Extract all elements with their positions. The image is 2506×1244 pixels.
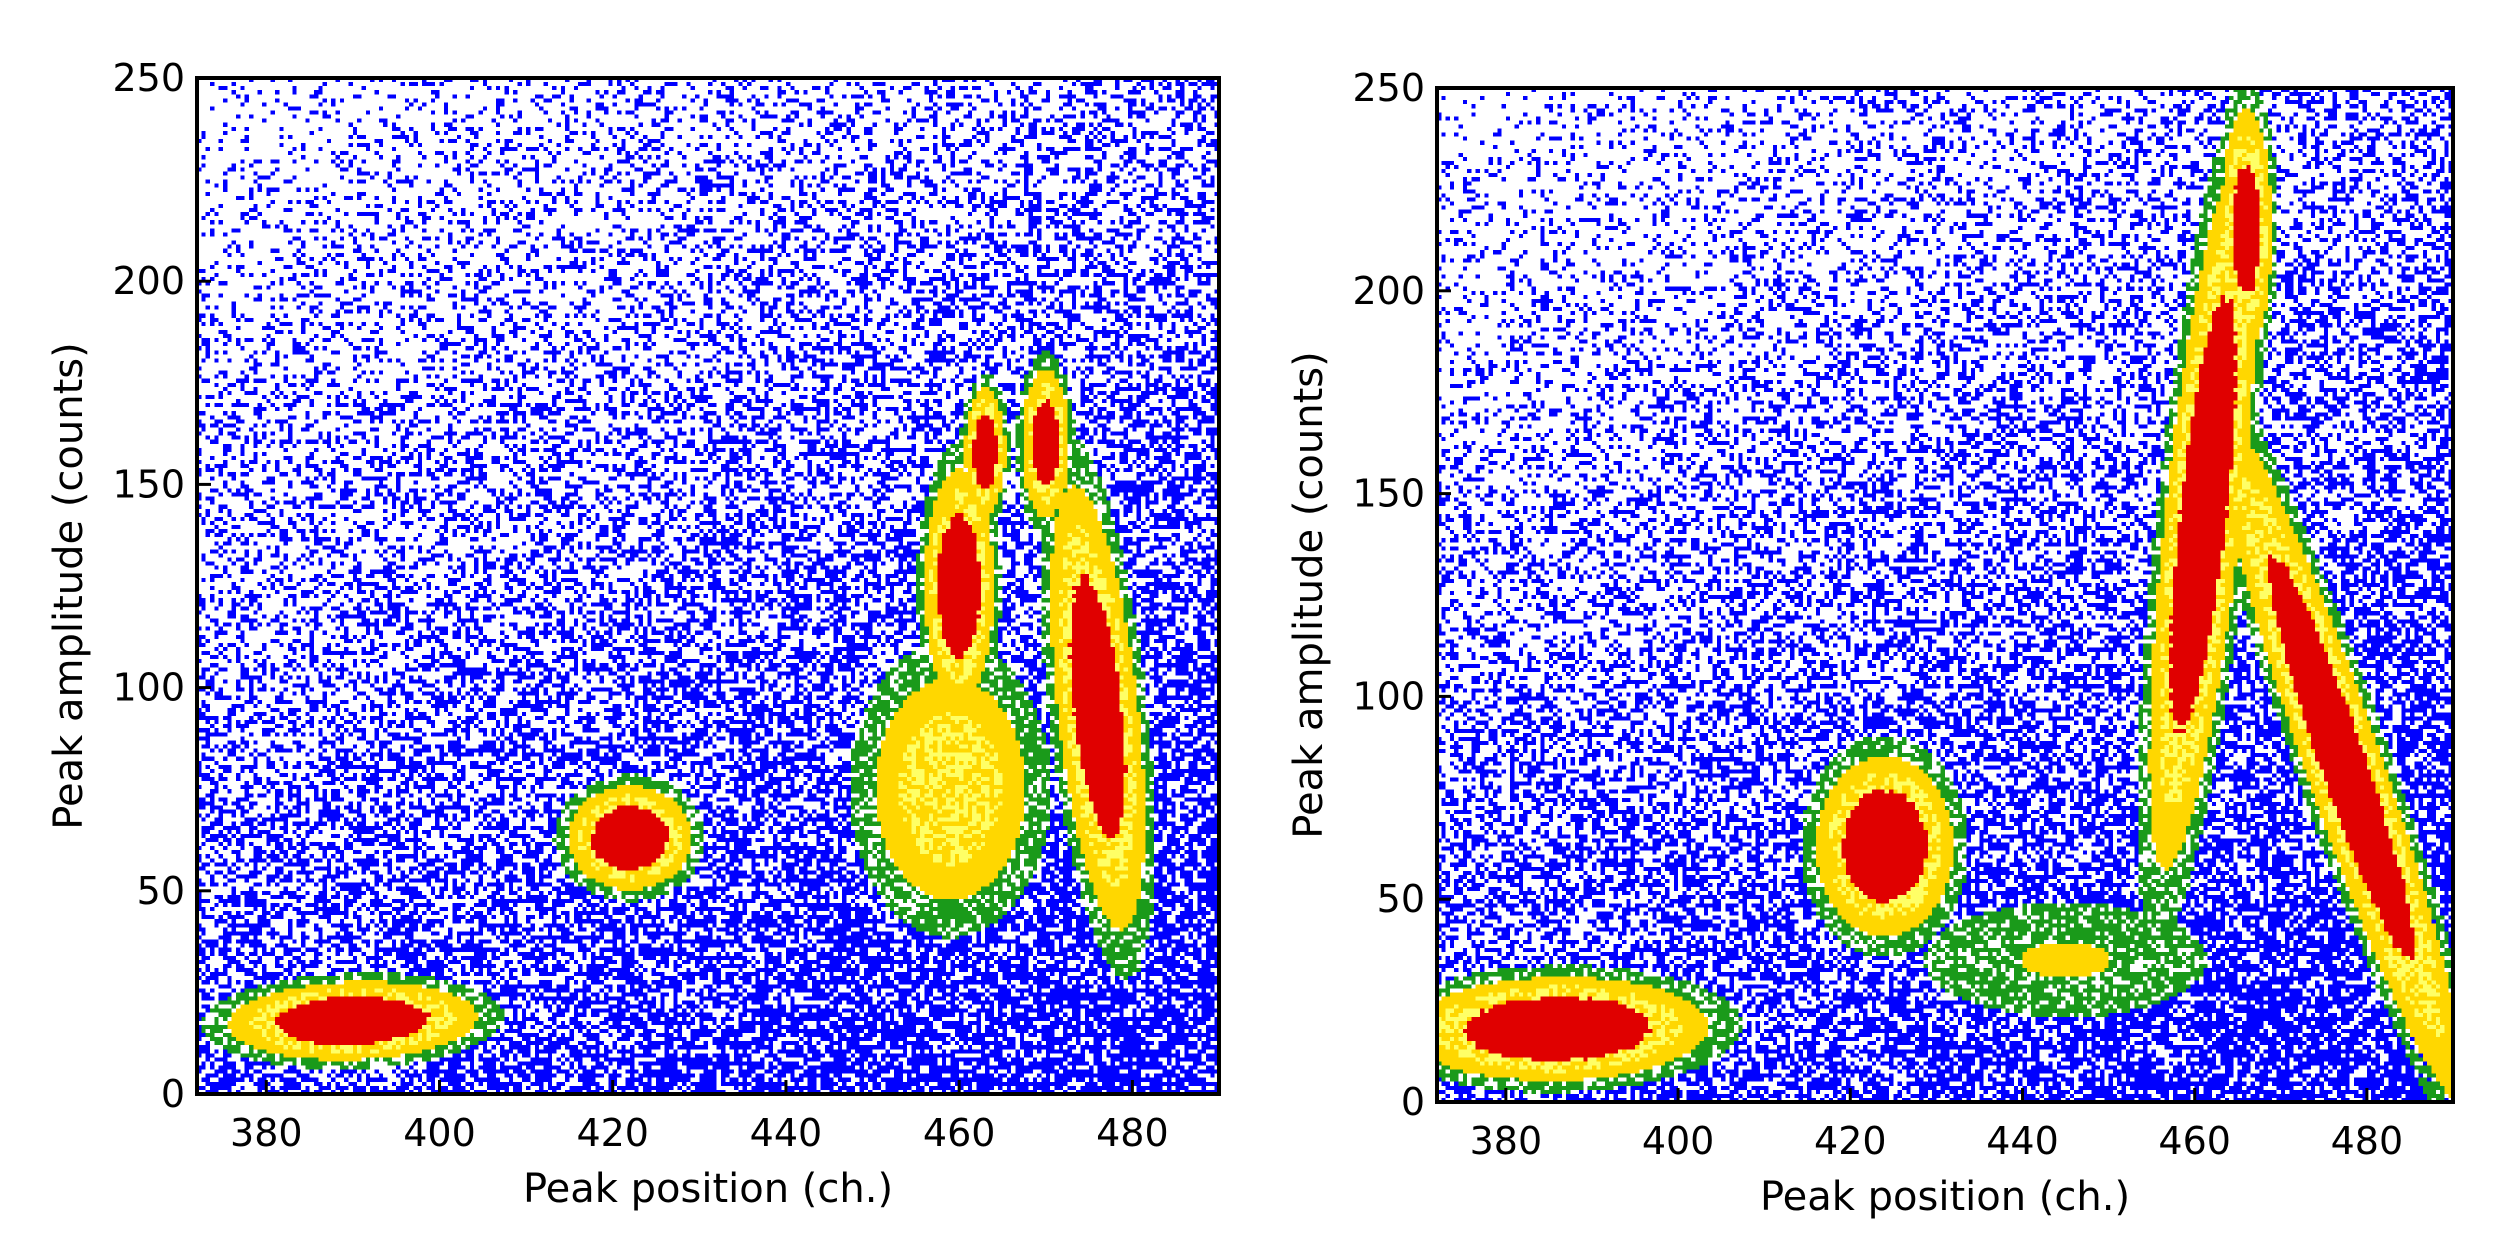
chart-left: 380 400 420 440 460 480 0 50 100 150 200 250 Peak po… — [46, 56, 1221, 1212]
y-tick-label: 250 — [1352, 66, 1425, 110]
chart-right-svg: 380 400 420 440 460 480 0 50 100 150 200 250 Peak po… — [1286, 66, 2455, 1220]
y-tick-label: 50 — [137, 869, 185, 913]
y-tick-label: 0 — [1401, 1080, 1425, 1124]
heatmap-image — [1437, 88, 2453, 1102]
y-tick-label: 150 — [112, 462, 185, 506]
x-tick-label: 400 — [1642, 1119, 1715, 1163]
x-tick-label: 420 — [1814, 1119, 1887, 1163]
x-tick-label: 420 — [576, 1111, 649, 1155]
plot-frame — [1435, 86, 2455, 1104]
y-axis-label: Peak amplitude (counts) — [1286, 351, 1332, 838]
heatmap-image — [197, 78, 1219, 1094]
x-tick-label: 460 — [923, 1111, 996, 1155]
chart-right: 380 400 420 440 460 480 0 50 100 150 200 250 Peak po… — [1253, 0, 2506, 1244]
y-tick-label: 0 — [161, 1072, 185, 1116]
x-tick-label: 380 — [1470, 1119, 1543, 1163]
x-tick-label: 440 — [750, 1111, 823, 1155]
x-tick-label: 380 — [230, 1111, 303, 1155]
x-tick-label: 440 — [1986, 1119, 2059, 1163]
x-axis-label: Peak position (ch.) — [1760, 1174, 2130, 1220]
y-tick-label: 200 — [112, 259, 185, 303]
y-axis-label: Peak amplitude (counts) — [46, 342, 92, 829]
y-tick-label: 250 — [112, 56, 185, 100]
x-tick-label: 480 — [1096, 1111, 1169, 1155]
plot-frame — [195, 76, 1221, 1096]
y-tick-label: 100 — [1352, 674, 1425, 718]
y-tick-label: 100 — [112, 666, 185, 710]
y-tick-label: 50 — [1377, 877, 1425, 921]
x-tick-label: 400 — [403, 1111, 476, 1155]
y-tick-label: 200 — [1352, 269, 1425, 313]
chart-left-svg: 380 400 420 440 460 480 0 50 100 150 200 250 Peak po… — [46, 56, 1221, 1212]
x-tick-label: 460 — [2158, 1119, 2231, 1163]
x-tick-label: 480 — [2331, 1119, 2404, 1163]
x-axis-label: Peak position (ch.) — [523, 1166, 893, 1212]
y-tick-label: 150 — [1352, 472, 1425, 516]
